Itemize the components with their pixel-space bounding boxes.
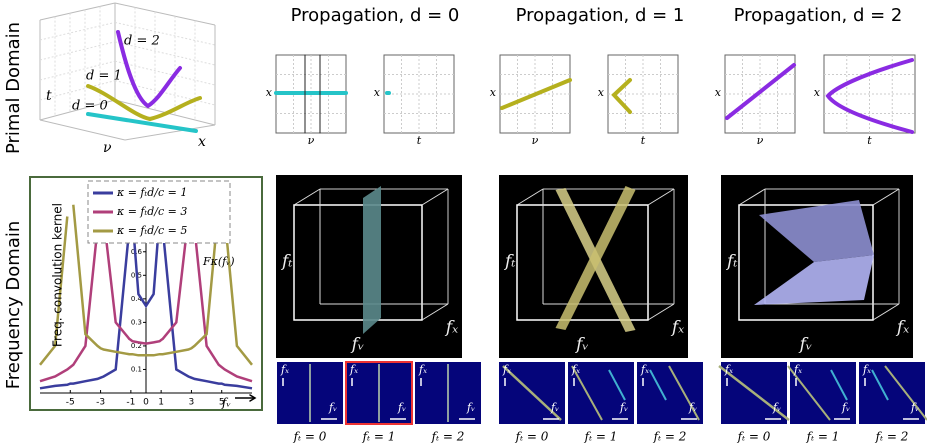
x-tick-label: 0 xyxy=(143,398,149,408)
x-tick-label: -3 xyxy=(96,398,105,408)
x-tick-label: -5 xyxy=(66,398,75,408)
slice-caption: fₜ = 2 xyxy=(431,430,465,444)
axis-box xyxy=(115,3,215,25)
x-tick-label: 3 xyxy=(189,398,195,408)
axis-label: ν xyxy=(308,134,315,147)
x-tick-label: -1 xyxy=(126,398,135,408)
column-title: Propagation, d = 0 xyxy=(291,5,460,26)
axis-label: fₜ xyxy=(280,252,293,272)
axis-label: ν xyxy=(757,134,764,147)
grid-line xyxy=(115,81,215,105)
slice-caption: fₜ = 1 xyxy=(362,430,396,444)
slice-caption: fₜ = 2 xyxy=(653,430,687,444)
slice-axis-label: fᵥ xyxy=(466,401,475,414)
slice-axis-label: fₓ xyxy=(724,363,733,376)
y-axis-label: Freq. convolution kernel xyxy=(51,203,65,347)
slice-caption: fₜ = 0 xyxy=(293,430,327,444)
slice-caption: fₜ = 1 xyxy=(584,430,618,444)
slice-caption: fₜ = 2 xyxy=(875,430,909,444)
slice-axis-label: fᵥ xyxy=(550,401,559,414)
axis-label: t xyxy=(46,88,52,104)
slice-axis-label: fᵥ xyxy=(619,401,628,414)
axis-label: fᵥ xyxy=(574,335,589,355)
slice-axis-label: fₓ xyxy=(280,363,289,376)
row-label: Primal Domain xyxy=(3,22,24,154)
grid-line xyxy=(40,22,115,40)
y-tick-label: 0.1 xyxy=(131,365,142,373)
y-tick-label: 0.3 xyxy=(131,318,142,326)
slice-axis-label: fₓ xyxy=(349,363,358,376)
axis-label: fₜ xyxy=(725,252,738,272)
slice-axis-label: fₓ xyxy=(793,363,802,376)
slice-axis-label: fᵥ xyxy=(772,401,781,414)
legend-label: κ = fₜd/c = 5 xyxy=(116,224,187,237)
slice-caption: fₜ = 0 xyxy=(515,430,549,444)
x-axis-label: fᵥ xyxy=(221,396,231,410)
curve-label: d = 2 xyxy=(124,34,160,49)
axis-label: fₜ xyxy=(503,252,516,272)
x-tick-label: 1 xyxy=(158,398,164,408)
axis-label: ν xyxy=(532,134,539,147)
slice-axis-label: fₓ xyxy=(502,363,511,376)
row-label: Frequency Domain xyxy=(3,221,24,390)
slice-axis-label: fₓ xyxy=(418,363,427,376)
figure: Primal Domain Frequency Domain d = 2 d = 1 d… xyxy=(0,0,927,447)
slice-caption: fₜ = 0 xyxy=(737,430,771,444)
grid-line xyxy=(40,42,115,60)
axis-box xyxy=(40,3,115,20)
curve-label: d = 1 xyxy=(86,69,122,84)
curve-label: d = 0 xyxy=(72,99,108,114)
slice-caption: fₜ = 1 xyxy=(806,430,840,444)
axis-label: ν xyxy=(103,140,112,156)
slice-axis-label: fᵥ xyxy=(688,401,697,414)
slice-axis-label: fᵥ xyxy=(328,401,337,414)
axis-label: t xyxy=(867,134,872,147)
slice-axis-label: fᵥ xyxy=(841,401,850,414)
slice-axis-label: fₓ xyxy=(571,363,580,376)
plot-frame xyxy=(608,55,678,133)
slice-axis-label: fₓ xyxy=(862,363,871,376)
axis-label: x xyxy=(374,86,381,99)
legend-label: κ = fₜd/c = 3 xyxy=(116,205,187,218)
axis-label: x xyxy=(814,86,821,99)
slice-axis-label: fᵥ xyxy=(910,401,919,414)
axis-label: x xyxy=(266,86,273,99)
axis-label: t xyxy=(417,134,422,147)
legend-label: κ = fₜd/c = 1 xyxy=(116,186,187,199)
axis-label: x xyxy=(715,86,722,99)
axis-label: fᵥ xyxy=(798,335,813,355)
spectrum xyxy=(363,186,381,334)
slice-axis-label: fᵥ xyxy=(397,401,406,414)
axis-label: x xyxy=(598,86,605,99)
slice-axis-label: fₓ xyxy=(640,363,649,376)
axis-label: fₓ xyxy=(444,318,458,338)
y-tick-label: 0.6 xyxy=(131,248,143,256)
annotation: Fκ(fᵥ) xyxy=(202,255,235,268)
axis-label: fₓ xyxy=(670,318,684,338)
axis-label: fₓ xyxy=(895,318,909,338)
column-title: Propagation, d = 1 xyxy=(516,5,685,26)
axis-box xyxy=(40,120,125,140)
axis-label: t xyxy=(641,134,646,147)
axis-label: x xyxy=(490,86,497,99)
plot-frame xyxy=(384,55,454,133)
column-title: Propagation, d = 2 xyxy=(734,5,903,26)
page: { "row_labels": ["Primal Domain", "Frequ… xyxy=(0,0,927,447)
axis-label: fᵥ xyxy=(350,335,365,355)
axis-label: x xyxy=(198,134,206,150)
